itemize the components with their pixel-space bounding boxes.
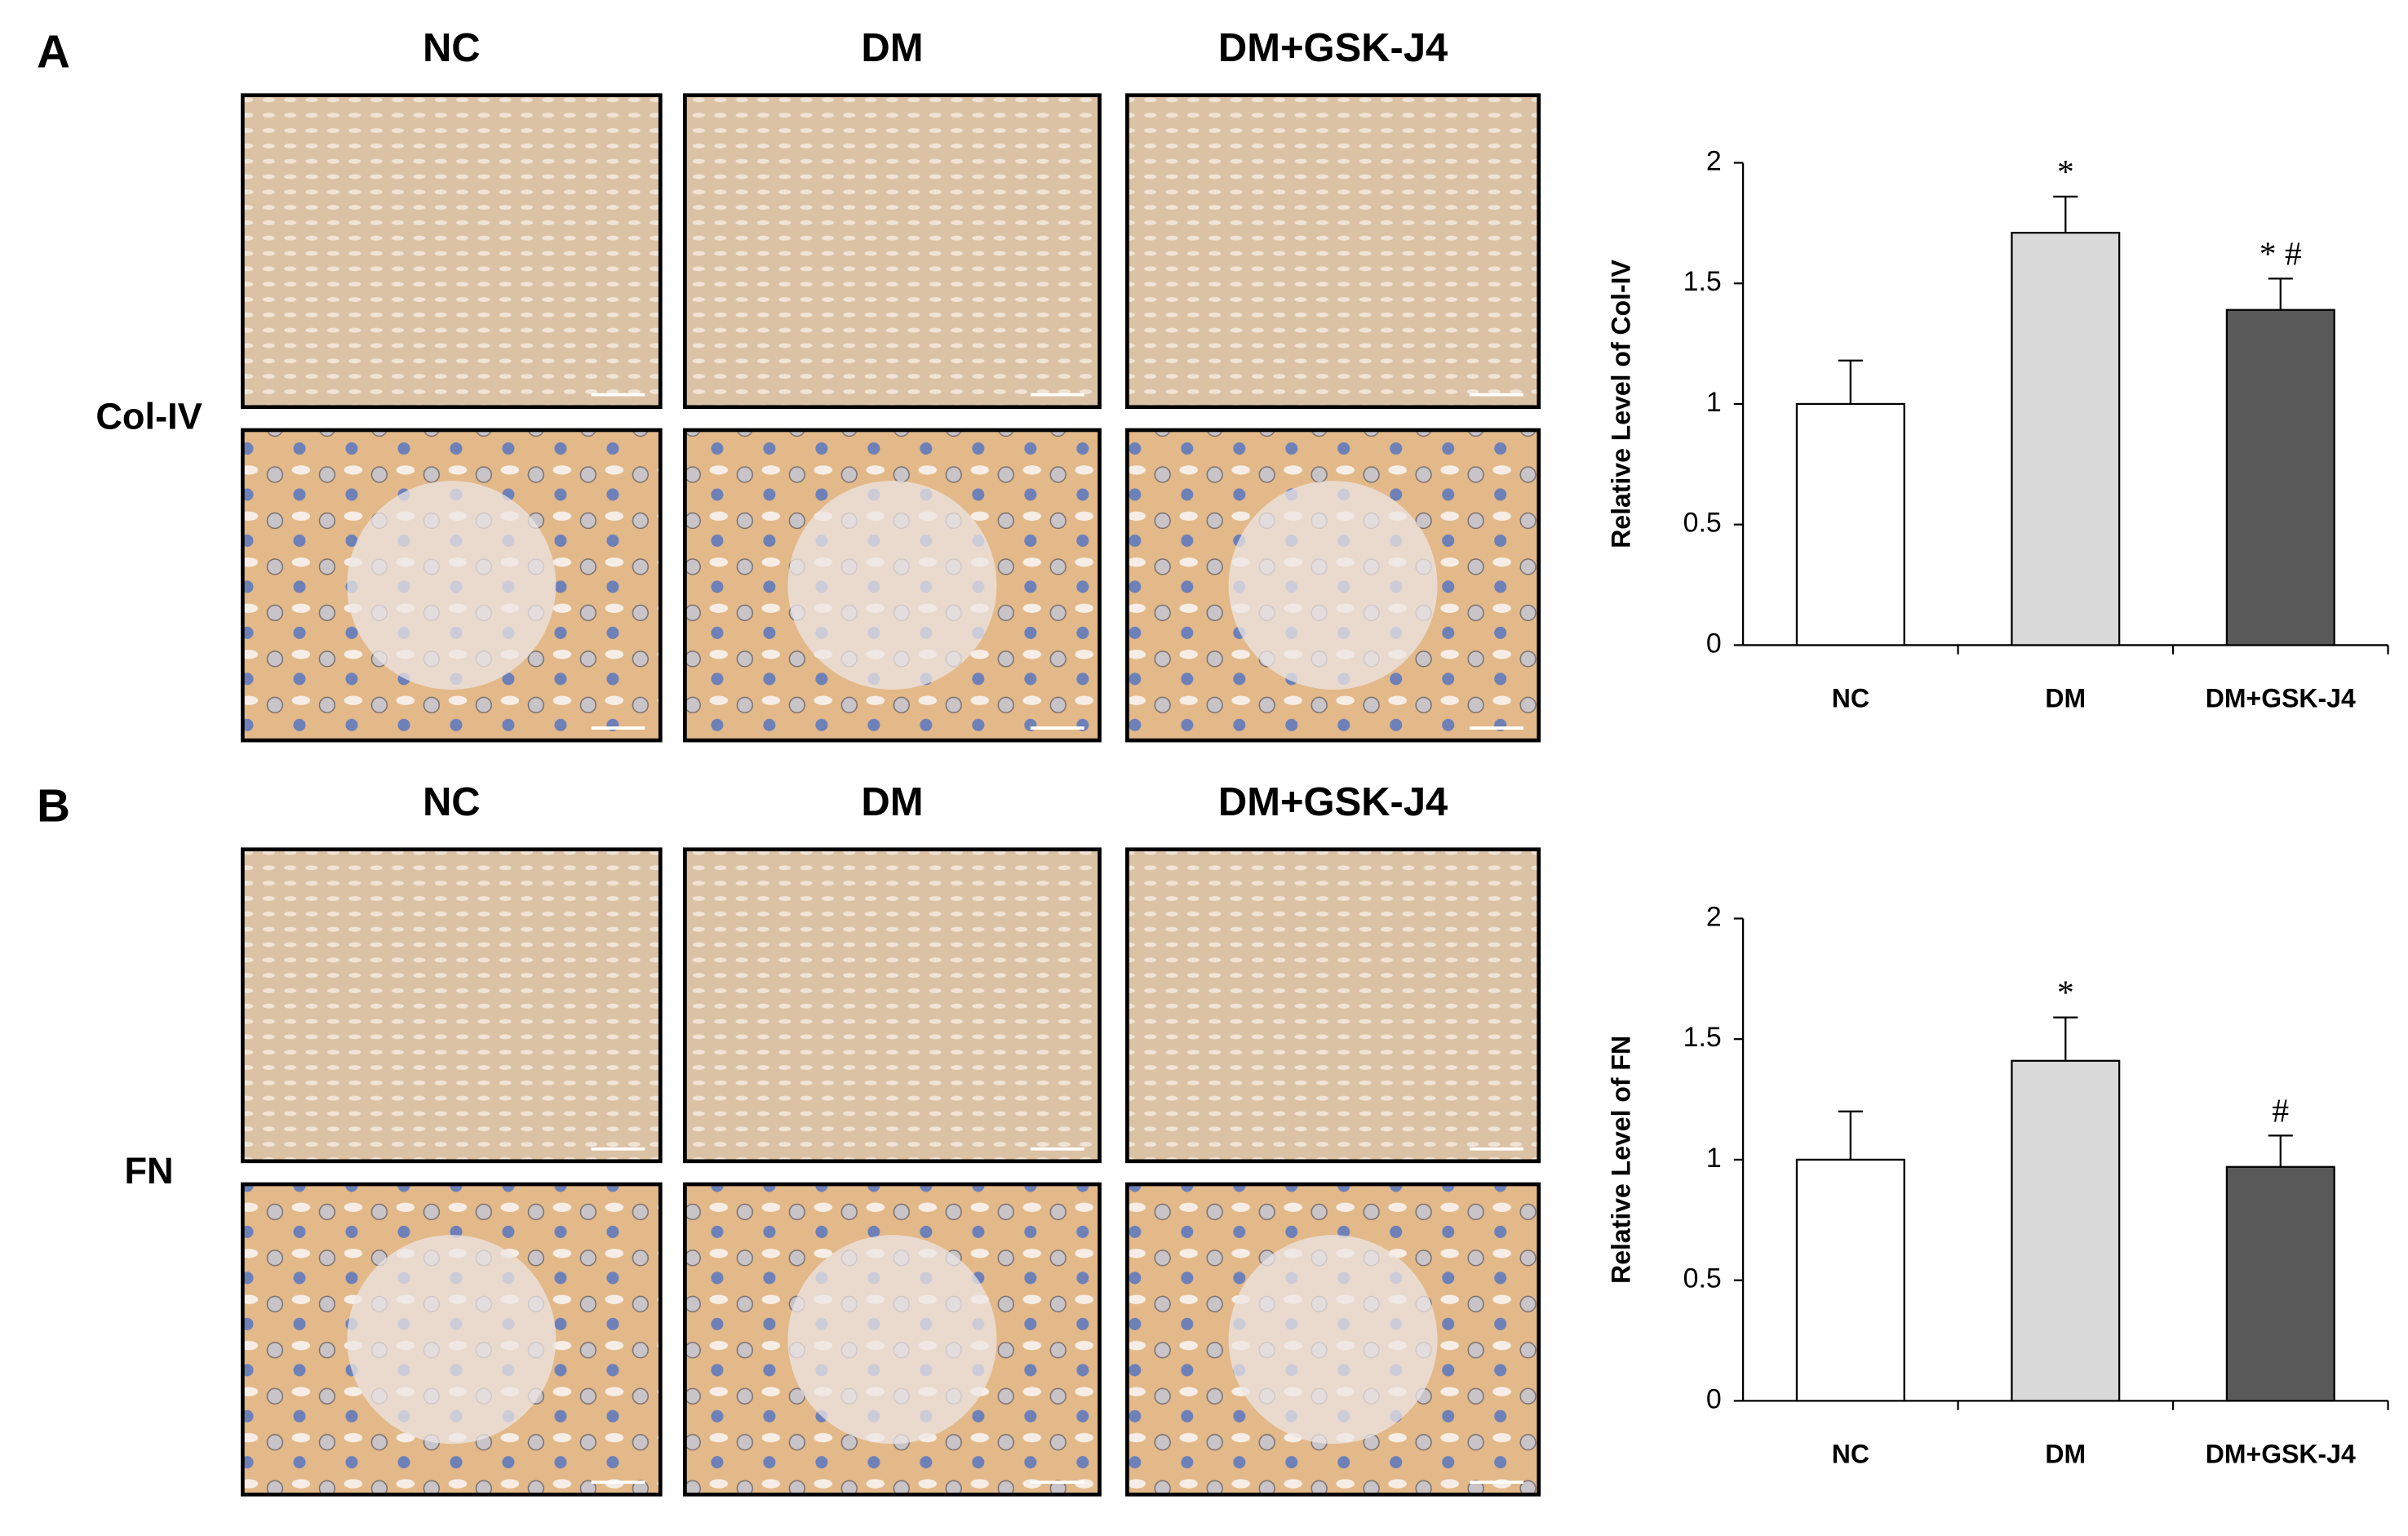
significance-mark: * xyxy=(2057,974,2074,1011)
y-tick-label: 1.5 xyxy=(1683,1022,1722,1053)
row-label: Col-IV xyxy=(95,396,202,437)
y-tick-label: 0 xyxy=(1706,1383,1722,1414)
bar xyxy=(2225,309,2335,646)
y-tick-label: 1.5 xyxy=(1683,266,1722,297)
column-header: NC xyxy=(423,26,481,70)
row-label: FN xyxy=(124,1150,173,1192)
y-axis-label: Relative Level of Col-IV xyxy=(1607,259,1636,548)
bar xyxy=(2011,232,2121,646)
glomerulus xyxy=(347,1235,557,1445)
significance-mark: * # xyxy=(2259,234,2302,272)
micrograph-low xyxy=(1125,93,1541,410)
glomerulus xyxy=(787,481,997,690)
y-tick-label: 0 xyxy=(1706,628,1722,659)
content: A NC DM DM+GSK-J4 Col-IV B NC DM DM+GSK-J4 FN 0 0.5… xyxy=(37,26,2389,1497)
column-header: DM+GSK-J4 xyxy=(1218,780,1448,824)
micrograph-low xyxy=(241,847,663,1164)
y-axis-label: Relative Level of FN xyxy=(1607,1036,1636,1284)
x-tick-label: NC xyxy=(1832,684,1869,713)
bar xyxy=(1795,1158,1905,1402)
bar xyxy=(2225,1165,2335,1402)
bar xyxy=(2011,1059,2121,1402)
y-tick-label: 0.5 xyxy=(1683,1263,1722,1294)
x-tick-label: DM xyxy=(2045,1440,2086,1469)
x-tick-label: DM+GSK-J4 xyxy=(2206,1440,2356,1469)
panel-label: A xyxy=(37,26,70,78)
column-header: DM+GSK-J4 xyxy=(1218,26,1448,70)
x-tick-label: DM xyxy=(2045,684,2086,713)
y-tick-label: 0.5 xyxy=(1683,508,1722,539)
glomerulus xyxy=(787,1235,997,1445)
glomerulus xyxy=(1228,1235,1438,1445)
error-bar xyxy=(2053,1016,2078,1061)
micrograph-low xyxy=(1125,847,1541,1164)
micrograph-low xyxy=(683,93,1102,410)
error-bar xyxy=(2053,195,2078,233)
micrograph-low xyxy=(241,93,663,410)
column-header: NC xyxy=(423,780,481,824)
y-tick-label: 2 xyxy=(1706,901,1722,932)
error-bar xyxy=(1838,359,1863,404)
error-bar xyxy=(1838,1110,1863,1160)
y-tick-label: 1 xyxy=(1706,387,1722,418)
significance-mark: # xyxy=(2272,1092,2289,1130)
micrograph-low xyxy=(683,847,1102,1164)
glomerulus xyxy=(1228,481,1438,690)
y-tick-label: 2 xyxy=(1706,145,1722,176)
error-bar xyxy=(2268,277,2293,310)
y-tick-label: 1 xyxy=(1706,1143,1722,1174)
glomerulus xyxy=(347,481,557,690)
column-header: DM xyxy=(861,780,923,824)
panel-label: B xyxy=(37,780,70,832)
significance-mark: * xyxy=(2057,153,2074,190)
error-bar xyxy=(2268,1134,2293,1167)
x-tick-label: NC xyxy=(1832,1440,1869,1469)
column-header: DM xyxy=(861,26,923,70)
x-tick-label: DM+GSK-J4 xyxy=(2206,684,2356,713)
bar xyxy=(1795,402,1905,646)
